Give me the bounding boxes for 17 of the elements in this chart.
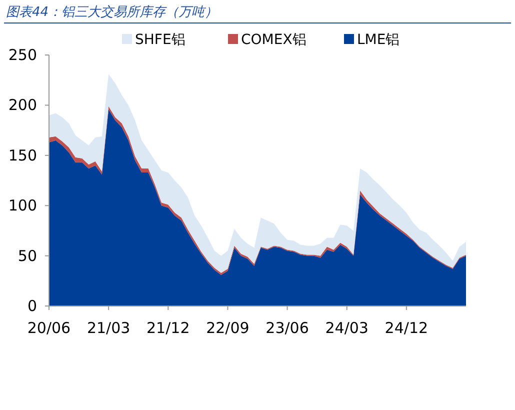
y-tick-label: 250 [8, 46, 37, 64]
y-tick-label: 0 [27, 297, 37, 315]
legend-label: SHFE铝 [135, 32, 186, 48]
legend-label: LME铝 [357, 32, 400, 48]
x-tick-label: 22/09 [206, 319, 250, 337]
x-tick-label: 23/06 [266, 319, 309, 337]
chart-title: 图表44：铝三大交易所库存（万吨） [6, 4, 218, 20]
x-tick-label: 21/12 [146, 319, 190, 337]
x-tick-label: 24/03 [325, 319, 368, 337]
y-tick-label: 150 [8, 146, 37, 164]
x-tick-label: 21/03 [86, 319, 130, 337]
x-tick-label: 24/12 [384, 319, 428, 337]
x-tick-label: 20/06 [27, 319, 71, 337]
y-tick-label: 50 [18, 246, 37, 265]
y-tick-label: 100 [8, 196, 37, 215]
y-tick-label: 200 [8, 96, 37, 114]
legend-label: COMEX铝 [241, 32, 306, 48]
